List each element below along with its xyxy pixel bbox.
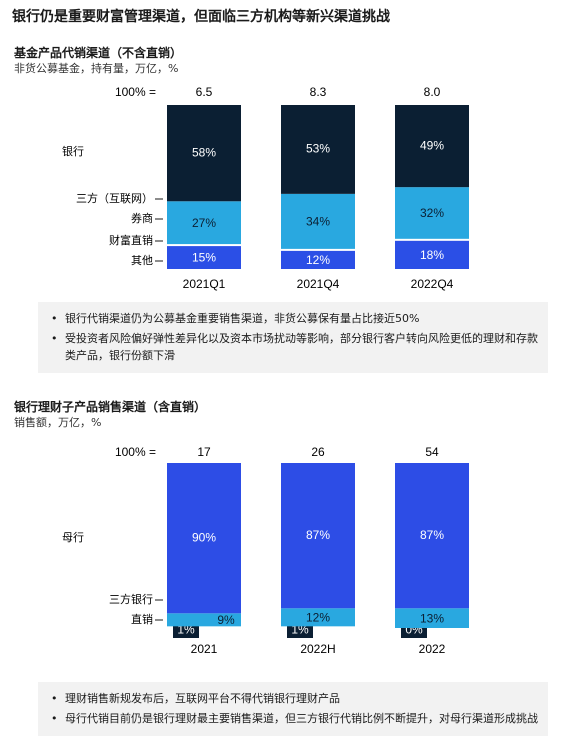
- category-label: 2021Q4: [297, 277, 340, 291]
- total-label: 26: [311, 445, 325, 459]
- note: 母行代销目前仍是银行理财最主要销售渠道，但三方银行代销比例不断提升，对母行渠道形…: [43, 710, 543, 727]
- note: 受投资者风险偏好弹性差异化以及资本市场扰动等影响，部分银行客户转向风险更低的理财…: [43, 330, 543, 364]
- bar-segment: [281, 105, 355, 194]
- value-label: 12%: [306, 253, 330, 267]
- legend-label: 三方银行: [109, 592, 153, 606]
- value-label: 49%: [420, 138, 444, 152]
- section-subtitle: 销售额，万亿，%: [14, 416, 102, 429]
- total-prefix: 100% =: [115, 445, 156, 459]
- legend-label: 三方（互联网）: [76, 191, 153, 205]
- bar-segment: [281, 250, 355, 269]
- bar-segment: [395, 187, 469, 239]
- value-label: 27%: [192, 216, 216, 230]
- value-label: 32%: [420, 206, 444, 220]
- legend-label: 银行: [62, 144, 84, 158]
- value-label: 12%: [306, 610, 330, 624]
- category-label: 2021Q1: [183, 277, 226, 291]
- bar-segment: [281, 463, 355, 609]
- bar-segment: [395, 463, 469, 609]
- value-label: 87%: [420, 528, 444, 542]
- bar-segment: [395, 105, 469, 188]
- bar-segment: [281, 608, 355, 627]
- value-label: 15%: [192, 251, 216, 265]
- section-title: 银行理财子产品销售渠道（含直销）: [14, 400, 207, 414]
- value-label: 18%: [420, 248, 444, 262]
- notes-box: 理财销售新规发布后，互联网平台不得代销银行理财产品 母行代销目前仍是银行理财最主…: [38, 682, 548, 736]
- bar-segment: [167, 105, 241, 202]
- category-label: 2022H: [300, 642, 335, 656]
- total-prefix: 100% =: [115, 85, 156, 99]
- category-label: 2022Q4: [411, 277, 454, 291]
- value-label: 34%: [306, 215, 330, 229]
- bar-segment: [395, 608, 469, 628]
- note: 理财销售新规发布后，互联网平台不得代销银行理财产品: [43, 690, 543, 707]
- bar-segment: [167, 246, 241, 269]
- note: 银行代销渠道仍为公募基金重要销售渠道，非货公募保有量占比接近50%: [43, 310, 543, 327]
- category-label: 2022: [419, 642, 446, 656]
- value-label: 58%: [192, 145, 216, 159]
- section-title: 基金产品代销渠道（不含直销）: [14, 46, 183, 60]
- value-label: 90%: [192, 530, 216, 544]
- value-label: 53%: [306, 142, 330, 156]
- legend-label: 财富直销: [109, 233, 153, 247]
- value-label: 87%: [306, 528, 330, 542]
- label-box: [287, 623, 313, 638]
- bar-segment: [395, 240, 469, 269]
- section-subtitle: 非货公募基金，持有量，万亿，%: [14, 62, 179, 75]
- total-label: 54: [425, 445, 439, 459]
- bar-segment: [167, 201, 241, 245]
- legend-label: 母行: [62, 531, 84, 544]
- legend-label: 券商: [131, 211, 153, 225]
- value-label: 9%: [217, 613, 235, 627]
- legend-label: 直销: [131, 612, 153, 626]
- bar-segment: [167, 463, 241, 614]
- page-title: 银行仍是重要财富管理渠道，但面临三方机构等新兴渠道挑战: [12, 9, 390, 25]
- total-label: 17: [197, 445, 211, 459]
- total-label: 6.5: [196, 85, 213, 99]
- legend-label: 其他: [131, 254, 153, 267]
- bar-segment: [281, 193, 355, 249]
- notes-box: 银行代销渠道仍为公募基金重要销售渠道，非货公募保有量占比接近50% 受投资者风险…: [38, 302, 548, 373]
- total-label: 8.3: [310, 85, 327, 99]
- value-label: 13%: [420, 611, 444, 625]
- total-label: 8.0: [424, 85, 441, 99]
- label-box: [173, 623, 199, 638]
- bar-segment: [167, 613, 241, 627]
- category-label: 2021: [191, 642, 218, 656]
